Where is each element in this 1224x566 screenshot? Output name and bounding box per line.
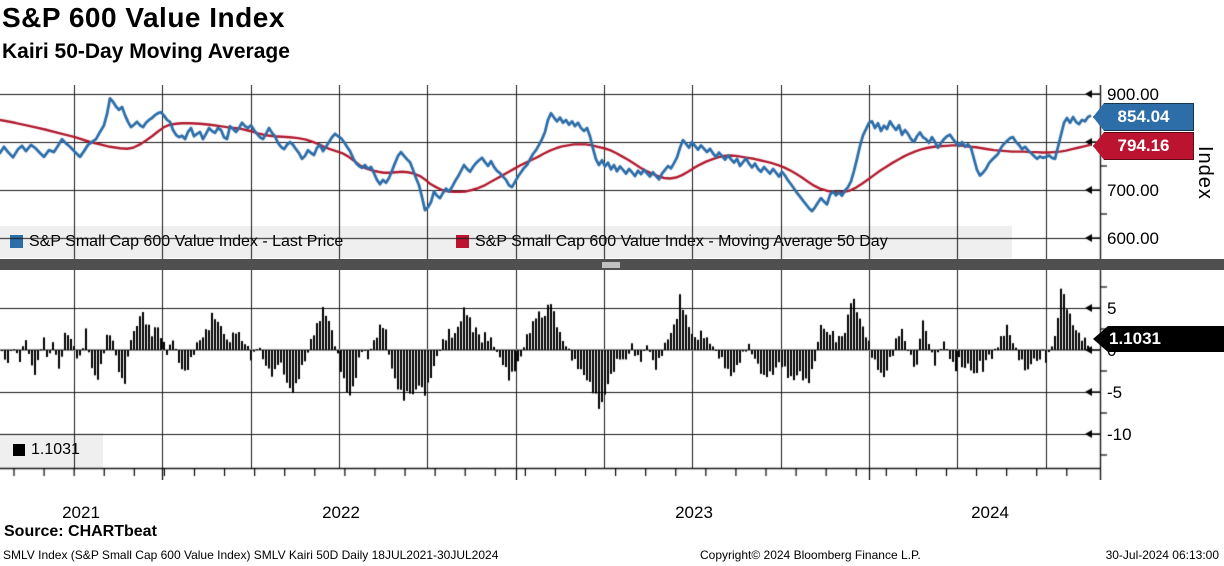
ytick-900: 900.00	[1107, 85, 1159, 104]
ytick-700: 700.00	[1107, 181, 1159, 200]
btick-m10: -10	[1107, 425, 1132, 444]
last-price-tag: 854.04	[1093, 103, 1194, 131]
kairi-value-tag: 1.1031	[1093, 326, 1224, 352]
moving-average-tag: 794.16	[1093, 132, 1194, 160]
year-label-2024: 2024	[971, 503, 1009, 522]
year-label-2022: 2022	[322, 503, 360, 522]
btick-m5: -5	[1107, 383, 1123, 402]
footer-timestamp: 30-Jul-2024 06:13:00	[1105, 548, 1219, 562]
year-label-2023: 2023	[675, 503, 713, 522]
source-label: Source: CHARTbeat	[4, 523, 157, 540]
footer-copyright: Copyright© 2024 Bloomberg Finance L.P.	[700, 548, 921, 562]
ytick-600: 600.00	[1107, 229, 1159, 248]
page-title: S&P 600 Value Index	[2, 2, 285, 33]
panel-separator-handle[interactable]	[602, 262, 620, 268]
price-and-kairi-chart	[0, 85, 1130, 480]
btick-5: 5	[1107, 299, 1117, 318]
year-label-2021: 2021	[62, 503, 100, 522]
y-axis-title: Index	[1194, 146, 1216, 200]
footer-security-info: SMLV Index (S&P Small Cap 600 Value Inde…	[3, 548, 499, 562]
page-subtitle: Kairi 50-Day Moving Average	[2, 40, 290, 63]
